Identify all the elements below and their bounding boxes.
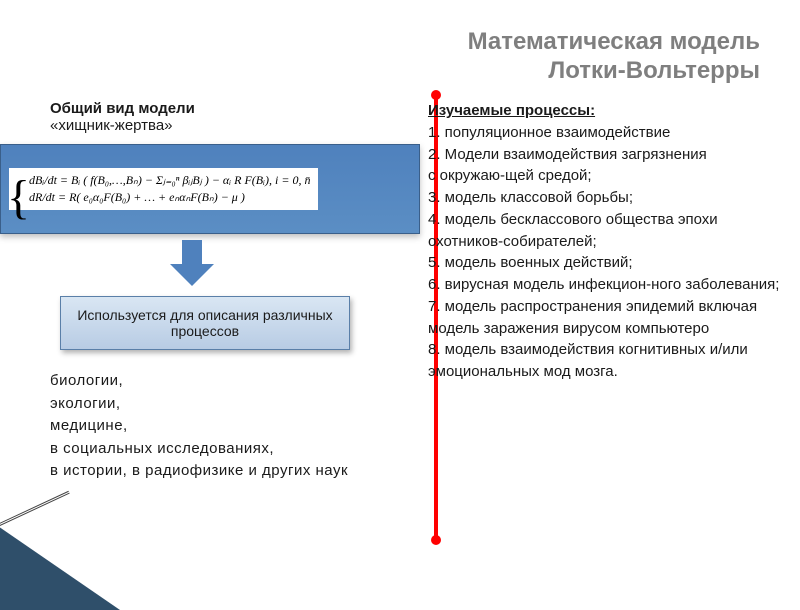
right-item: 8. модель взаимодействия когнитивных и/и… (428, 339, 788, 383)
right-item: 5. модель военных действий; (428, 252, 788, 274)
field-line: в социальных исследованиях, (50, 438, 348, 461)
page-title: Математическая модель Лотки-Вольтерры (468, 28, 760, 86)
right-item: 7. модель распространения эпидемий включ… (428, 296, 788, 340)
subtitle-line2: «хищник-жертва» (50, 117, 173, 134)
right-item: с окружаю-щей средой; (428, 165, 788, 187)
field-line: медицине, (50, 415, 348, 438)
field-line: экологии, (50, 393, 348, 416)
model-subtitle: Общий вид модели «хищник-жертва» (50, 100, 195, 134)
right-heading: Изучаемые процессы: (428, 100, 788, 122)
brace-icon: { (7, 168, 30, 210)
right-item: 2. Модели взаимодействия загрязнения (428, 144, 788, 166)
right-column: Изучаемые процессы: 1. популяционное вза… (428, 100, 788, 383)
right-item: 4. модель бесклассового общества эпохи о… (428, 209, 788, 253)
field-line: биологии, (50, 370, 348, 393)
title-line1: Математическая модель (468, 28, 760, 55)
right-item: 6. вирусная модель инфекцион-ного заболе… (428, 274, 788, 296)
process-text: Используется для описания различных проц… (71, 307, 339, 339)
equation-1: dBᵢ/dt = Bᵢ ( f(B₀,…,Bₙ) − Σⱼ₌₀ⁿ βᵢⱼBⱼ )… (29, 172, 310, 189)
formula-content: { dBᵢ/dt = Bᵢ ( f(B₀,…,Bₙ) − Σⱼ₌₀ⁿ βᵢⱼBⱼ… (9, 168, 318, 210)
formula-box: { dBᵢ/dt = Bᵢ ( f(B₀,…,Bₙ) − Σⱼ₌₀ⁿ βᵢⱼBⱼ… (0, 144, 420, 234)
right-item: 1. популяционное взаимодействие (428, 122, 788, 144)
subtitle-line1: Общий вид модели (50, 100, 195, 117)
fields-list: биологии, экологии, медицине, в социальн… (50, 370, 348, 483)
right-item: 3. модель классовой борьбы; (428, 187, 788, 209)
title-line2: Лотки-Вольтерры (548, 57, 760, 84)
corner-decoration (0, 480, 140, 610)
equation-2: dR/dt = R( e₀α₀F(B₀) + … + eₙαₙF(Bₙ) − μ… (29, 189, 310, 206)
process-box: Используется для описания различных проц… (60, 296, 350, 350)
